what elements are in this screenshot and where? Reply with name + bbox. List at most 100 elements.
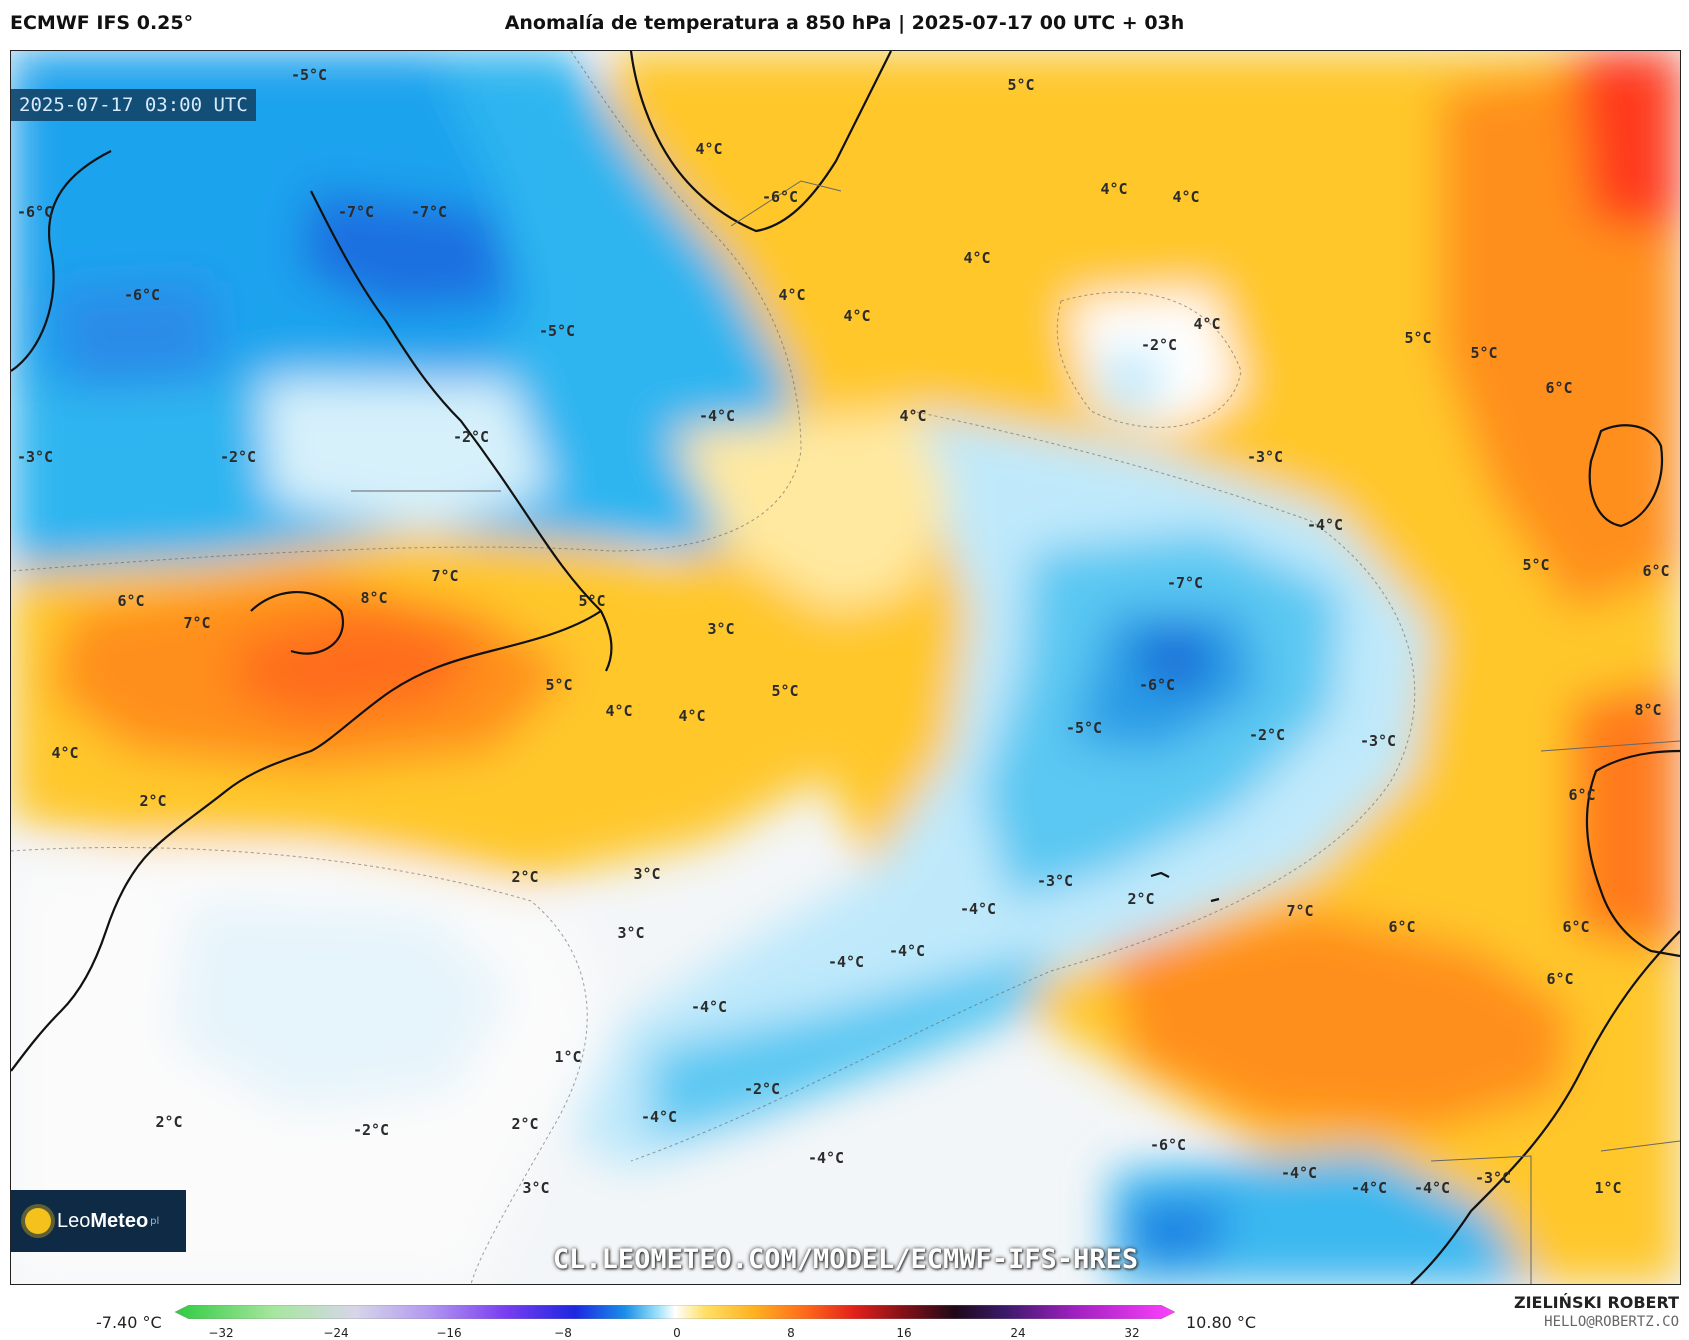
contour-label: 5°C <box>545 676 573 694</box>
contour-label: -5°C <box>290 66 328 84</box>
logo-suffix: pl <box>150 1215 160 1227</box>
contour-label: -4°C <box>807 1149 845 1167</box>
contour-label: 8°C <box>360 589 388 607</box>
contour-label: -3°C <box>1474 1169 1512 1187</box>
contour-label: 4°C <box>899 407 927 425</box>
contour-label: 5°C <box>1522 556 1550 574</box>
contour-label: -4°C <box>1306 516 1344 534</box>
author-contact: HELLO@ROBERTZ.CO <box>1544 1314 1679 1330</box>
contour-label: 4°C <box>1172 188 1200 206</box>
colorbar-tick: 0 <box>673 1326 681 1340</box>
contour-label: 4°C <box>1193 315 1221 333</box>
contour-label: -3°C <box>1359 732 1397 750</box>
contour-label: 1°C <box>554 1048 582 1066</box>
contour-label: 4°C <box>695 140 723 158</box>
contour-label: 3°C <box>633 865 661 883</box>
contour-label: -2°C <box>1140 336 1178 354</box>
contour-label: 6°C <box>1545 379 1573 397</box>
sun-icon <box>25 1208 51 1234</box>
contour-label: 4°C <box>51 744 79 762</box>
contour-label: -4°C <box>959 900 997 918</box>
contour-label: 6°C <box>1388 918 1416 936</box>
logo-text-light: Leo <box>57 1209 91 1232</box>
colorbar-tick: −16 <box>436 1326 462 1340</box>
colorbar-tick: −32 <box>208 1326 234 1340</box>
contour-label: -2°C <box>743 1080 781 1098</box>
colorbar-max-label: 10.80 °C <box>1186 1313 1257 1332</box>
contour-label: 6°C <box>1562 918 1590 936</box>
contour-label: 2°C <box>511 868 539 886</box>
map-title: Anomalía de temperatura a 850 hPa | 2025… <box>504 12 1185 34</box>
contour-label: 2°C <box>1127 890 1155 908</box>
contour-label: -4°C <box>1413 1179 1451 1197</box>
contour-label: -6°C <box>1138 676 1176 694</box>
contour-label: 3°C <box>707 620 735 638</box>
contour-label: 4°C <box>605 702 633 720</box>
contour-label: -3°C <box>1246 448 1284 466</box>
contour-label: 7°C <box>1286 902 1314 920</box>
logo-text-bold: Meteo <box>90 1209 149 1232</box>
colorbar-min-label: -7.40 °C <box>96 1313 162 1332</box>
contour-label: 5°C <box>771 682 799 700</box>
contour-label: -4°C <box>640 1108 678 1126</box>
contour-label: 2°C <box>155 1113 183 1131</box>
contour-label: -4°C <box>690 998 728 1016</box>
contour-label: 3°C <box>522 1179 550 1197</box>
contour-label: 8°C <box>1634 701 1662 719</box>
logo-text: LeoMeteo <box>57 1210 148 1233</box>
valid-time-badge: 2025-07-17 03:00 UTC <box>11 89 256 121</box>
contour-label: -7°C <box>337 203 375 221</box>
author-name: ZIELIŃSKI ROBERT <box>1513 1293 1679 1312</box>
leometeo-logo: LeoMeteo pl <box>11 1190 186 1252</box>
contour-label: 1°C <box>1594 1179 1622 1197</box>
contour-label: -6°C <box>761 188 799 206</box>
map-field <box>11 51 1680 1284</box>
contour-label: 4°C <box>843 307 871 325</box>
contour-label: 6°C <box>1642 562 1670 580</box>
contour-label: 2°C <box>139 792 167 810</box>
contour-label: -4°C <box>698 407 736 425</box>
source-url-watermark: CL.LEOMETEO.COM/MODEL/ECMWF-IFS-HRES <box>552 1244 1139 1275</box>
contour-label: 4°C <box>778 286 806 304</box>
contour-label: -3°C <box>16 448 54 466</box>
contour-label: -6°C <box>123 286 161 304</box>
contour-label: -2°C <box>352 1121 390 1139</box>
contour-label: 4°C <box>678 707 706 725</box>
contour-label: -5°C <box>538 322 576 340</box>
contour-label: 5°C <box>578 592 606 610</box>
contour-label: 3°C <box>617 924 645 942</box>
contour-label: -4°C <box>1350 1179 1388 1197</box>
colorbar-tick: −24 <box>323 1326 349 1340</box>
contour-label: -4°C <box>827 953 865 971</box>
colorbar-tick: −8 <box>554 1326 572 1340</box>
contour-label: 6°C <box>1568 786 1596 804</box>
colorbar <box>175 1305 1175 1319</box>
colorbar-tick: 32 <box>1124 1326 1140 1340</box>
colorbar-tick: 16 <box>896 1326 912 1340</box>
contour-label: -3°C <box>1036 872 1074 890</box>
contour-label: -4°C <box>888 942 926 960</box>
contour-label: 7°C <box>431 567 459 585</box>
contour-label: 6°C <box>1546 970 1574 988</box>
contour-label: 5°C <box>1404 329 1432 347</box>
model-name: ECMWF IFS 0.25° <box>10 12 194 34</box>
contour-label: -6°C <box>16 203 54 221</box>
contour-label: 6°C <box>117 592 145 610</box>
contour-label: -7°C <box>410 203 448 221</box>
anomaly-map: 2025-07-17 03:00 UTC -5°C -6°C -7°C -7°C… <box>10 50 1681 1285</box>
contour-label: -2°C <box>1248 726 1286 744</box>
contour-label: -7°C <box>1166 574 1204 592</box>
contour-label: 2°C <box>511 1115 539 1133</box>
contour-label: -2°C <box>452 428 490 446</box>
contour-label: -6°C <box>1149 1136 1187 1154</box>
contour-label: 4°C <box>1100 180 1128 198</box>
contour-label: 5°C <box>1007 76 1035 94</box>
contour-label: -5°C <box>1065 719 1103 737</box>
colorbar-tick: 24 <box>1010 1326 1026 1340</box>
contour-label: 5°C <box>1470 344 1498 362</box>
contour-label: -4°C <box>1280 1164 1318 1182</box>
contour-label: 4°C <box>963 249 991 267</box>
contour-label: -2°C <box>219 448 257 466</box>
colorbar-tick: 8 <box>787 1326 795 1340</box>
contour-label: 7°C <box>183 614 211 632</box>
